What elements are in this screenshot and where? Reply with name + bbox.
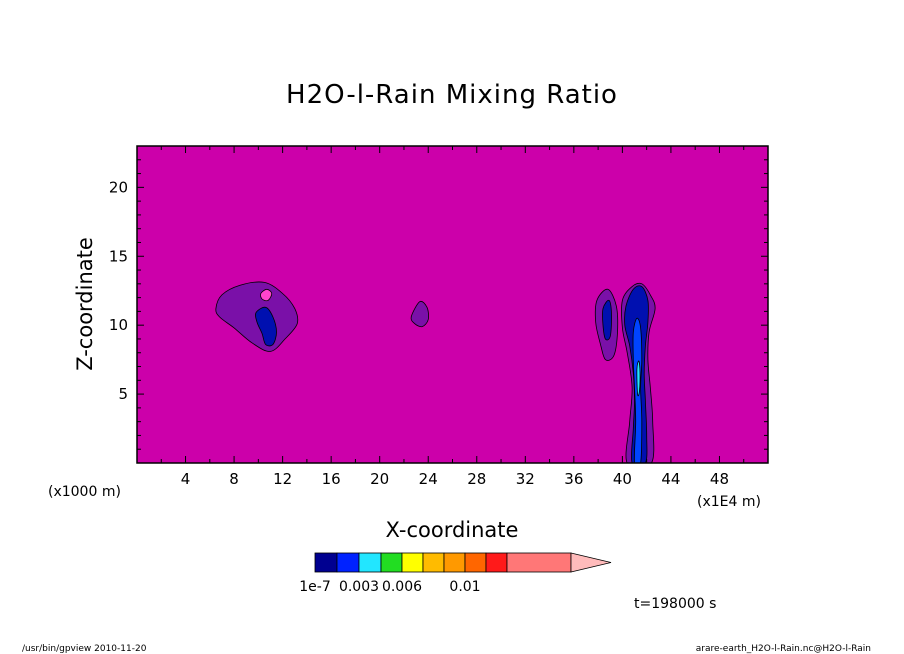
x-tick-label: 16 — [322, 470, 341, 488]
x-tick-label: 32 — [516, 470, 535, 488]
cloud-pink-left — [260, 288, 273, 302]
y-tick-label: 10 — [109, 316, 128, 334]
colorbar-cell — [506, 552, 572, 573]
time-label: t=198000 s — [634, 596, 716, 612]
x-tick-label: 12 — [273, 470, 292, 488]
x-tick-label: 24 — [419, 470, 438, 488]
colorbar-cell — [422, 552, 445, 573]
cloud-purple-mid — [410, 300, 429, 328]
colorbar-label: 0.006 — [382, 579, 422, 595]
axis-ticks — [137, 146, 768, 463]
y-axis-label: Z-coordinate — [73, 237, 97, 371]
colorbar-cell — [443, 552, 466, 573]
colorbar-cell — [485, 552, 508, 573]
colorbar-labels: 1e-7 0.003 0.006 0.01 — [299, 579, 480, 595]
x-tick-label: 40 — [613, 470, 632, 488]
footer-left: /usr/bin/gpview 2010-11-20 — [22, 644, 147, 654]
x-tick-label: 28 — [467, 470, 486, 488]
colorbar-cell — [336, 552, 360, 573]
colorbar-label: 0.003 — [339, 579, 379, 595]
y-unit-label: (x1000 m) — [48, 484, 121, 500]
y-tick-labels: 5 10 15 20 — [109, 178, 128, 403]
colorbar-cell — [464, 552, 487, 573]
colorbar-cell — [401, 552, 424, 573]
colorbar-extend-arrow — [570, 552, 612, 573]
x-tick-label: 8 — [229, 470, 239, 488]
cloud-cyan-right — [636, 360, 641, 397]
x-tick-label: 20 — [370, 470, 389, 488]
x-tick-label: 36 — [564, 470, 583, 488]
colorbar-label: 1e-7 — [299, 579, 330, 595]
contour-features — [215, 281, 656, 463]
x-tick-label: 44 — [661, 470, 680, 488]
colorbar-label: 0.01 — [449, 579, 480, 595]
y-tick-label: 15 — [109, 247, 128, 265]
x-axis-label: X-coordinate — [386, 518, 519, 542]
colorbar — [314, 552, 612, 573]
colorbar-cell — [314, 552, 338, 573]
colorbar-cell — [358, 552, 382, 573]
colorbar-cell — [380, 552, 403, 573]
cloud-blue-right-1 — [602, 299, 612, 341]
chart-title: H2O-l-Rain Mixing Ratio — [286, 80, 618, 110]
x-tick-labels: 4 8 12 16 20 24 28 32 36 40 44 48 — [181, 470, 729, 488]
x-tick-label: 48 — [710, 470, 729, 488]
footer-right: arare-earth_H2O-l-Rain.nc@H2O-l-Rain — [696, 644, 871, 654]
y-tick-label: 5 — [118, 385, 128, 403]
x-tick-label: 4 — [181, 470, 191, 488]
x-unit-label: (x1E4 m) — [697, 494, 761, 510]
cloud-blue-left — [254, 306, 277, 347]
y-tick-label: 20 — [109, 178, 128, 196]
